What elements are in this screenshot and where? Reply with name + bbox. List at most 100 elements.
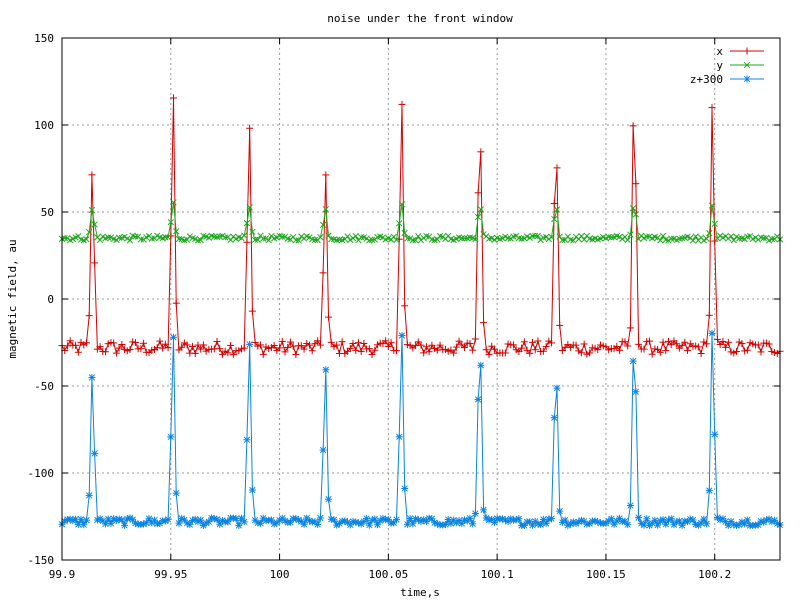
y-tick-label: 100 <box>34 119 54 132</box>
data-point <box>121 521 129 529</box>
data-point <box>227 341 235 349</box>
data-point <box>88 373 96 381</box>
data-point <box>325 232 332 239</box>
data-point <box>727 233 735 240</box>
data-point <box>248 307 256 315</box>
data-point <box>613 342 621 350</box>
data-point <box>711 430 719 438</box>
data-point <box>213 338 221 346</box>
data-point <box>624 521 632 529</box>
data-point <box>300 345 308 353</box>
data-point <box>477 148 485 156</box>
data-point <box>420 349 428 357</box>
x-tick-label: 100 <box>270 568 290 581</box>
data-point <box>548 515 556 523</box>
data-point <box>474 213 482 221</box>
data-point <box>708 202 716 209</box>
data-point <box>398 100 406 108</box>
data-point <box>246 340 254 348</box>
data-point <box>325 495 333 503</box>
data-point <box>276 344 284 352</box>
data-point <box>281 233 289 240</box>
data-point <box>754 521 762 529</box>
data-point <box>124 235 131 242</box>
data-point <box>480 506 488 514</box>
data-point <box>172 489 180 497</box>
data-point <box>126 346 134 354</box>
data-point <box>422 343 430 351</box>
data-point <box>659 338 667 346</box>
data-point <box>322 206 329 213</box>
data-point <box>401 484 409 492</box>
data-point <box>632 211 640 218</box>
data-point <box>482 346 490 354</box>
data-point <box>621 338 629 346</box>
data-point <box>216 345 224 353</box>
data-point <box>246 124 254 132</box>
data-point <box>640 345 648 353</box>
data-point <box>63 342 71 350</box>
chart-title: noise under the front window <box>327 12 513 25</box>
data-point <box>243 238 251 246</box>
data-point <box>393 516 401 524</box>
data-point <box>730 521 738 529</box>
data-point <box>553 206 561 213</box>
data-point <box>241 232 248 239</box>
y-axis-label: magnetic field, au <box>6 239 19 358</box>
data-point <box>164 515 172 523</box>
data-point <box>732 348 740 356</box>
data-point <box>159 344 167 352</box>
data-point <box>694 343 702 351</box>
data-point <box>115 344 123 352</box>
data-point <box>82 516 90 524</box>
data-point <box>471 335 479 343</box>
data-point <box>570 237 577 244</box>
data-point <box>667 341 675 349</box>
y-tick-label: -100 <box>28 467 55 480</box>
data-point <box>86 228 93 236</box>
data-point <box>398 332 406 340</box>
data-point <box>91 259 99 267</box>
data-point <box>404 235 411 242</box>
data-point <box>539 347 547 355</box>
data-point <box>197 516 205 524</box>
data-point <box>452 343 460 351</box>
data-point <box>199 341 207 349</box>
data-point <box>85 491 93 499</box>
data-point <box>85 312 93 320</box>
data-point <box>346 344 354 352</box>
data-point <box>539 515 547 523</box>
legend-marker <box>743 75 751 83</box>
data-point <box>474 395 482 403</box>
data-point <box>126 237 134 244</box>
data-point <box>580 340 588 348</box>
data-point <box>232 514 240 522</box>
x-tick-label: 99.95 <box>154 568 187 581</box>
data-point <box>363 514 371 522</box>
data-point <box>708 104 716 112</box>
y-tick-label: -150 <box>28 554 55 567</box>
data-point <box>384 342 392 350</box>
data-point <box>257 519 265 527</box>
legend: xyz+300 <box>690 45 764 86</box>
data-point <box>646 233 653 240</box>
data-point <box>415 232 422 240</box>
data-point <box>556 321 564 329</box>
data-point <box>186 233 193 240</box>
data-point <box>99 233 106 240</box>
data-point <box>515 348 523 356</box>
data-point <box>216 520 224 528</box>
data-point <box>344 233 351 240</box>
data-point <box>240 518 248 526</box>
data-point <box>471 510 479 518</box>
data-point <box>656 348 664 356</box>
data-point <box>88 171 96 179</box>
data-point <box>393 347 401 355</box>
data-point <box>491 236 498 243</box>
data-point <box>167 218 174 226</box>
data-point <box>428 515 436 523</box>
data-point <box>627 231 634 238</box>
data-point <box>629 357 637 365</box>
data-point <box>624 236 631 244</box>
